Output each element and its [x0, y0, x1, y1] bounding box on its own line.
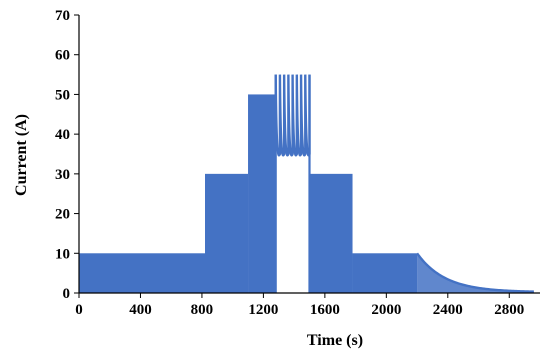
current-segment-4: [309, 173, 353, 293]
x-tick-label: 0: [75, 302, 83, 318]
x-tick-label: 2800: [494, 302, 524, 318]
y-tick-label: 50: [55, 87, 70, 103]
y-tick-label: 40: [55, 127, 70, 143]
current-segment-2: [248, 94, 276, 293]
x-tick-label: 2400: [433, 302, 463, 318]
y-tick-label: 20: [55, 207, 70, 223]
current-segment-1: [205, 173, 249, 293]
current-segment-5: [352, 253, 418, 293]
x-tick-label: 1200: [248, 302, 278, 318]
y-tick-label: 70: [55, 8, 70, 24]
decay-area: [417, 253, 534, 293]
current-segment-0: [79, 253, 206, 293]
y-tick-label: 10: [55, 246, 70, 262]
y-tick-label: 0: [63, 286, 71, 302]
pulse-train-line: [274, 74, 311, 157]
plot-area: [79, 74, 534, 293]
x-tick-label: 400: [129, 302, 152, 318]
x-tick-label: 2000: [371, 302, 401, 318]
y-tick-label: 30: [55, 167, 70, 183]
y-axis-title: Current (A): [13, 114, 30, 196]
x-tick-label: 1600: [310, 302, 340, 318]
axes: 0 10 20 30 40 50 60 70 0 400 800 1200 1600 2000 2400 28…: [55, 8, 540, 318]
x-tick-label: 800: [191, 302, 214, 318]
x-axis-title: Time (s): [307, 332, 363, 349]
y-tick-label: 60: [55, 48, 70, 64]
